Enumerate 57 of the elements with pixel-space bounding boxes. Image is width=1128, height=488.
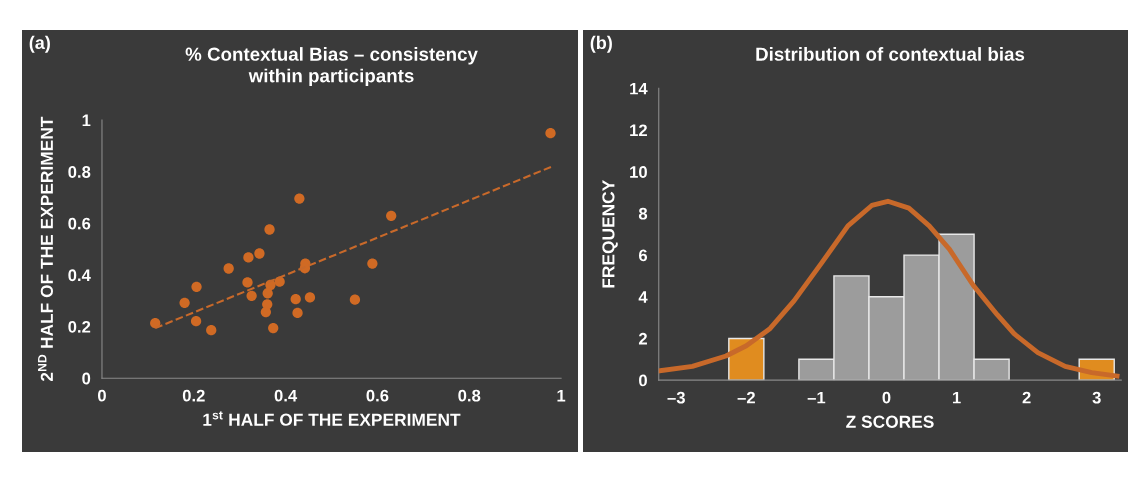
x-tick-label: 0 <box>98 389 106 402</box>
x-tick-label: 1 <box>952 391 961 404</box>
x-tick-label: 0.6 <box>366 389 389 402</box>
y-tick-label: 2 <box>638 332 647 345</box>
x-tick-label: 1 <box>557 389 566 402</box>
y-tick-label: 0 <box>639 374 647 387</box>
chart-title: Distribution of contextual bias <box>756 47 1025 61</box>
chart-title: % Contextual Bias – consistency within participants <box>185 47 478 87</box>
x-tick-label: 0 <box>882 391 891 404</box>
y-tick-label: 0.6 <box>68 217 91 230</box>
y-tick-label: 10 <box>630 166 647 178</box>
point <box>545 128 556 139</box>
x-tick-label: 0.2 <box>182 389 205 402</box>
x-tick-label: 0.8 <box>458 389 481 402</box>
x-axis-title: Z SCORES <box>846 415 934 428</box>
x-tick-label: 0.4 <box>274 389 298 402</box>
point <box>367 258 378 269</box>
point <box>242 277 253 288</box>
y-tick-label: 12 <box>630 124 647 137</box>
y-tick-label: 4 <box>638 291 648 303</box>
point <box>260 306 272 318</box>
point <box>274 276 285 287</box>
point <box>304 292 316 303</box>
y-axis-title: FREQUENCY <box>602 180 618 288</box>
point <box>206 325 217 336</box>
y-axis-title: 2$^{ND}$ HALF OF THE EXPERIMENT <box>38 116 53 382</box>
y-tick-label: 14 <box>630 82 648 95</box>
y-tick-label: 0.4 <box>68 269 91 282</box>
text: (b) <box>590 35 612 53</box>
x-axis-title: 1$^{st}$ HALF OF THE EXPERIMENT <box>203 411 461 426</box>
y-tick-label: 0.2 <box>68 320 91 333</box>
point <box>191 281 202 292</box>
y-tick-label: 0.8 <box>68 166 91 178</box>
point <box>254 248 265 259</box>
x-tick-label: –2 <box>737 391 755 404</box>
point <box>190 316 202 327</box>
point <box>264 224 275 235</box>
point <box>243 252 254 263</box>
point <box>179 297 190 308</box>
y-tick-label: 8 <box>638 207 648 220</box>
point <box>292 307 303 319</box>
point <box>349 294 361 305</box>
point <box>262 288 273 299</box>
point <box>386 210 397 221</box>
x-tick-label: –3 <box>667 391 685 404</box>
point <box>223 263 234 274</box>
point <box>290 294 301 305</box>
y-tick-label: 0 <box>82 372 91 385</box>
x-tick-label: –1 <box>807 391 826 404</box>
x-tick-label: 3 <box>1092 391 1101 404</box>
x-tick-label: 2 <box>1022 391 1031 404</box>
y-tick-label: 1 <box>82 114 91 127</box>
y-tick-label: 6 <box>638 249 648 262</box>
point <box>268 322 279 334</box>
text: (a) <box>29 35 50 53</box>
point <box>246 290 257 301</box>
point <box>294 193 305 204</box>
